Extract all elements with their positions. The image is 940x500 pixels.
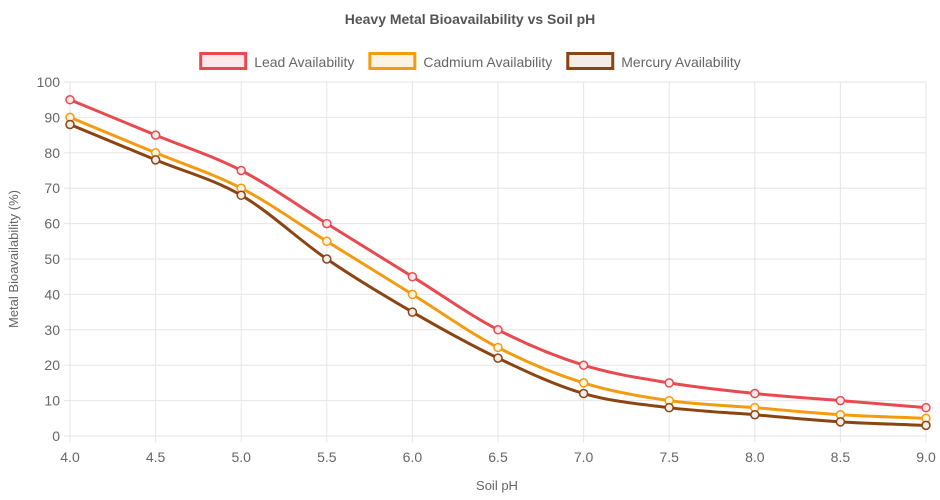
legend-item[interactable]: Mercury Availability [566, 52, 741, 71]
data-point[interactable] [150, 130, 161, 140]
x-tick-label: 4.0 [60, 449, 80, 465]
data-point[interactable] [236, 165, 246, 176]
y-tick-label: 10 [44, 393, 60, 409]
x-tick-label: 7.0 [574, 449, 594, 465]
y-tick-label: 70 [44, 180, 60, 196]
legend-swatch [199, 52, 248, 70]
x-tick-label: 5.0 [231, 449, 251, 465]
data-point[interactable] [150, 155, 161, 165]
y-axis-title: Metal Bioavailability (%) [6, 190, 21, 328]
x-axis-ticks: 4.0 4.5 5.0 5.5 6.0 6.5 7.0 7.5 8.0 8.5 9.0 [60, 449, 936, 465]
x-tick-label: 7.5 [659, 449, 679, 465]
data-point[interactable] [921, 402, 931, 413]
data-point[interactable] [835, 417, 846, 427]
data-point[interactable] [750, 410, 760, 420]
y-tick-label: 80 [44, 145, 60, 161]
x-tick-label: 6.0 [403, 449, 423, 465]
y-tick-label: 30 [44, 322, 60, 338]
data-point[interactable] [664, 402, 674, 413]
legend-item[interactable]: Cadmium Availability [368, 52, 552, 71]
y-tick-label: 20 [44, 357, 60, 373]
y-axis-ticks: 0 10 20 30 40 50 60 70 80 90 100 [37, 74, 61, 444]
data-point[interactable] [322, 218, 332, 229]
x-axis-title: Soil pH [476, 478, 518, 493]
data-point[interactable] [493, 325, 503, 335]
data-point[interactable] [750, 388, 760, 399]
x-tick-label: 9.0 [916, 449, 936, 465]
legend-label: Cadmium Availability [423, 54, 552, 70]
data-point[interactable] [578, 388, 589, 399]
x-tick-label: 8.0 [745, 449, 765, 465]
data-point[interactable] [835, 395, 846, 406]
legend-label: Lead Availability [254, 54, 354, 70]
y-tick-label: 0 [52, 428, 60, 444]
data-point[interactable] [65, 94, 75, 105]
y-tick-label: 40 [44, 286, 60, 302]
series-1 [65, 112, 931, 424]
y-tick-label: 60 [44, 216, 60, 232]
data-point[interactable] [578, 360, 589, 370]
data-point[interactable] [921, 420, 931, 431]
legend-swatch [368, 52, 417, 70]
data-point[interactable] [407, 307, 418, 317]
x-tick-label: 4.5 [146, 449, 166, 465]
series-lines [65, 94, 931, 431]
data-point[interactable] [407, 271, 418, 282]
series-0 [65, 94, 931, 413]
data-point[interactable] [322, 236, 332, 247]
data-point[interactable] [664, 378, 674, 388]
x-tick-label: 6.5 [488, 449, 508, 465]
data-point[interactable] [407, 289, 418, 300]
legend-swatch [566, 52, 615, 70]
y-tick-label: 90 [44, 109, 60, 125]
data-point[interactable] [322, 254, 332, 264]
legend-item[interactable]: Lead Availability [199, 52, 355, 71]
x-tick-label: 5.5 [317, 449, 337, 465]
legend-label: Mercury Availability [621, 54, 741, 70]
series-2 [65, 119, 931, 431]
data-point[interactable] [65, 119, 75, 130]
x-tick-label: 8.5 [831, 449, 851, 465]
data-point[interactable] [493, 353, 503, 363]
data-point[interactable] [236, 190, 246, 201]
chart-title: Heavy Metal Bioavailability vs Soil pH [345, 11, 596, 27]
grid-lines [64, 81, 927, 442]
y-tick-label: 50 [44, 251, 60, 267]
y-tick-label: 100 [37, 74, 61, 90]
data-point[interactable] [578, 378, 589, 388]
legend[interactable]: Lead Availability Cadmium Availability Mer… [199, 52, 741, 71]
data-point[interactable] [493, 342, 503, 353]
